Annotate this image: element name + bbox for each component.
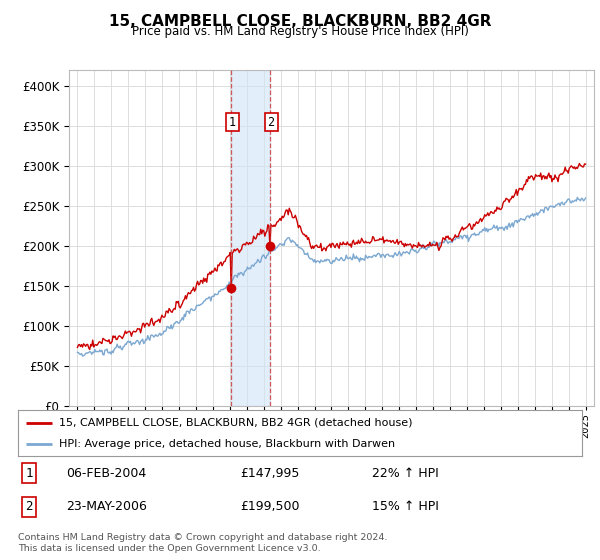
Text: 15% ↑ HPI: 15% ↑ HPI bbox=[372, 500, 439, 514]
Text: 1: 1 bbox=[25, 466, 32, 480]
Text: 15, CAMPBELL CLOSE, BLACKBURN, BB2 4GR: 15, CAMPBELL CLOSE, BLACKBURN, BB2 4GR bbox=[109, 14, 491, 29]
Text: 2: 2 bbox=[268, 115, 275, 128]
Text: Contains HM Land Registry data © Crown copyright and database right 2024.: Contains HM Land Registry data © Crown c… bbox=[18, 533, 388, 542]
Text: 22% ↑ HPI: 22% ↑ HPI bbox=[372, 466, 439, 480]
Text: £147,995: £147,995 bbox=[240, 466, 299, 480]
Text: HPI: Average price, detached house, Blackburn with Darwen: HPI: Average price, detached house, Blac… bbox=[59, 439, 395, 449]
Text: 1: 1 bbox=[229, 115, 236, 128]
Text: £199,500: £199,500 bbox=[240, 500, 299, 514]
Text: 2: 2 bbox=[25, 500, 32, 514]
Text: This data is licensed under the Open Government Licence v3.0.: This data is licensed under the Open Gov… bbox=[18, 544, 320, 553]
Text: 15, CAMPBELL CLOSE, BLACKBURN, BB2 4GR (detached house): 15, CAMPBELL CLOSE, BLACKBURN, BB2 4GR (… bbox=[59, 418, 412, 428]
Text: 23-MAY-2006: 23-MAY-2006 bbox=[66, 500, 147, 514]
Text: Price paid vs. HM Land Registry's House Price Index (HPI): Price paid vs. HM Land Registry's House … bbox=[131, 25, 469, 38]
Bar bbox=[232, 70, 270, 406]
Text: 06-FEB-2004: 06-FEB-2004 bbox=[66, 466, 146, 480]
